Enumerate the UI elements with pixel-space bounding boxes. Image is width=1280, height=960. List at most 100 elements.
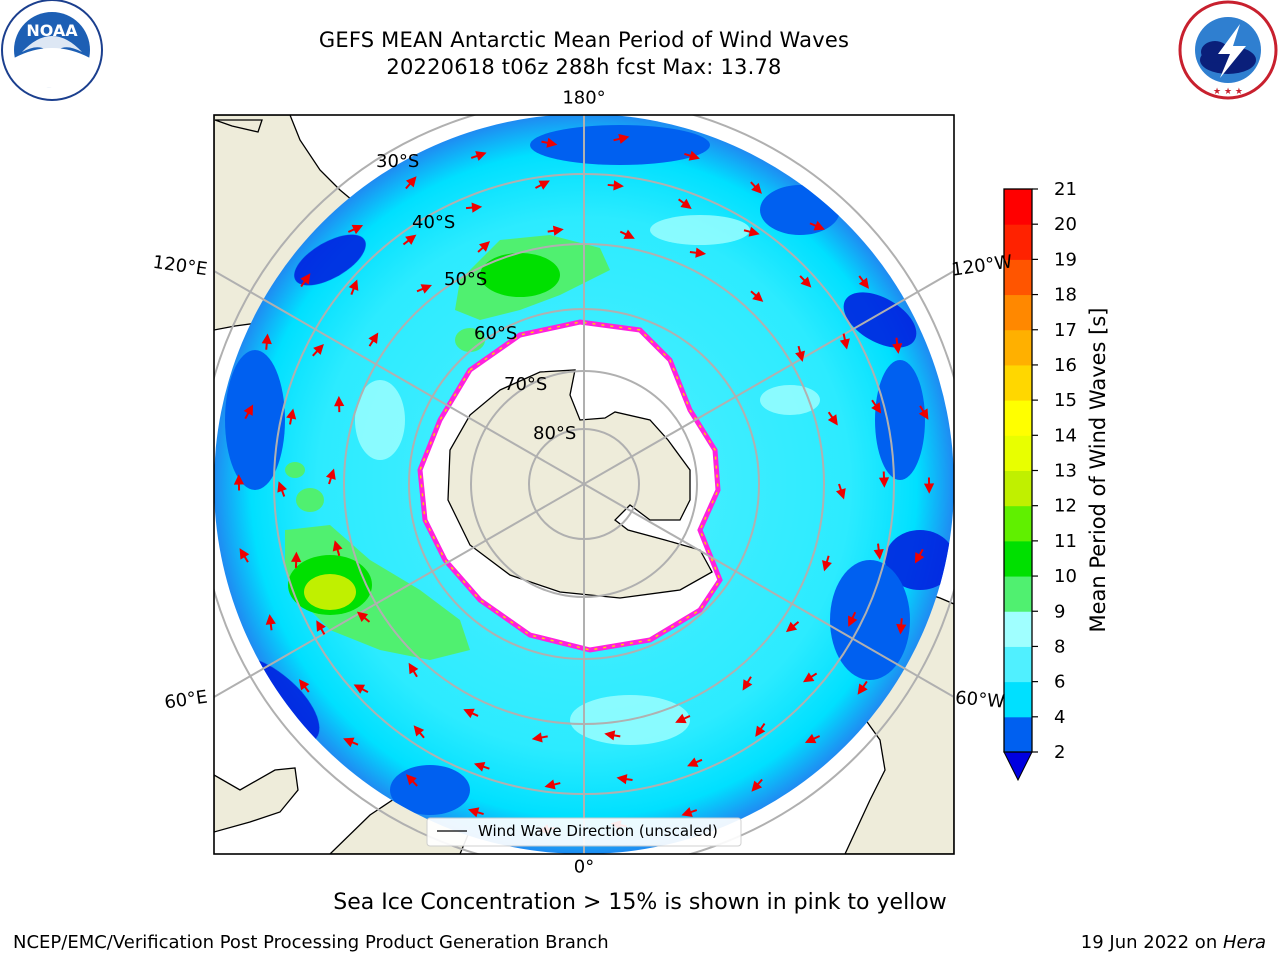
plot-title: GEFS MEAN Antarctic Mean Period of Wind … (318, 28, 850, 52)
wave-direction-arrow (277, 481, 287, 497)
wave-direction-arrow (541, 137, 558, 148)
wave-direction-arrow (239, 548, 250, 563)
colorbar-bin (1004, 681, 1032, 718)
wave-direction-arrow (316, 620, 326, 635)
wave-direction-arrow (334, 395, 345, 413)
wave-direction-arrow (689, 247, 707, 258)
wave-direction-arrow (858, 275, 870, 289)
wave-direction-arrow (857, 680, 868, 695)
wave-direction-arrow (871, 399, 882, 414)
wave-direction-arrow (265, 614, 276, 631)
wave-direction-arrow (535, 180, 550, 190)
colorbar-ticks: 2 4 6 8 9 10 11 12 13 14 15 16 17 18 19 20 21 (1032, 179, 1077, 763)
colorbar-bin (1004, 329, 1032, 366)
wave-direction-arrow (233, 474, 245, 491)
long-period-region-pacific (455, 235, 610, 352)
wave-direction-arrow (839, 333, 850, 350)
wave-direction-arrow (604, 730, 621, 741)
wave-direction-arrow (681, 807, 698, 817)
wave-direction-arrow (827, 411, 838, 426)
wave-direction-arrow (848, 611, 858, 627)
wave-direction-arrow (803, 672, 818, 683)
colorbar-tick-label: 13 (1054, 461, 1077, 482)
wave-direction-arrow (402, 234, 417, 246)
wave-direction-arrow (822, 555, 832, 572)
wave-direction-arrow (531, 732, 548, 743)
wave-direction-arrow (678, 198, 692, 209)
footer-credit: NCEP/EMC/Verification Post Processing Pr… (13, 932, 609, 953)
lat-label-50s: 50°S (444, 269, 488, 290)
wave-direction-arrow (684, 150, 700, 161)
colorbar-bin (1004, 716, 1032, 753)
colorbar-bin (1004, 540, 1032, 577)
colorbar-tick-label: 17 (1054, 320, 1077, 341)
colorbar-tick-label: 8 (1054, 636, 1065, 657)
colorbar-tick-label: 21 (1054, 179, 1077, 200)
wave-direction-arrow (750, 290, 764, 302)
wave-direction-arrow (914, 548, 925, 564)
wave-direction-arrow (463, 708, 479, 719)
colorbar-tick-label: 10 (1054, 566, 1077, 587)
wave-direction-arrow (405, 176, 417, 190)
colorbar-tick-label: 16 (1054, 355, 1077, 376)
lat-label-70s: 70°S (504, 374, 548, 395)
colorbar-bin (1004, 435, 1032, 471)
wave-direction-arrow (356, 611, 371, 623)
colorbar-tick-label: 6 (1054, 672, 1065, 693)
colorbar: 2 4 6 8 9 10 11 12 13 14 15 16 17 18 19 20 21 (1003, 179, 1077, 782)
wave-direction-arrow (332, 540, 343, 557)
colorbar-bins (1004, 189, 1032, 753)
colorbar-label: Mean Period of Wind Waves [s] (1086, 307, 1110, 633)
wave-direction-arrow (298, 679, 310, 693)
colorbar-tick-label: 18 (1054, 285, 1077, 306)
colorbar-tick-label: 12 (1054, 496, 1077, 517)
wave-direction-arrow (312, 343, 324, 357)
colorbar-tick-label: 9 (1054, 601, 1065, 622)
wave-direction-arrow (406, 774, 418, 787)
lat-label-80s: 80°S (533, 423, 577, 444)
noaa-logo: NOAA (1, 0, 103, 101)
footer-timestamp: 19 Jun 2022 on Hera (1081, 932, 1266, 953)
wave-direction-arrow (923, 477, 935, 494)
wave-direction-arrow (408, 662, 419, 678)
colorbar-bin (1004, 611, 1032, 647)
wave-direction-arrow (465, 202, 483, 213)
wave-direction-arrow (809, 220, 825, 231)
wave-direction-arrow (243, 404, 254, 420)
map-plot (213, 114, 955, 855)
wave-direction-arrow (348, 279, 359, 295)
footer-date: 19 Jun 2022 on (1080, 932, 1223, 953)
wave-direction-arrow (347, 224, 364, 235)
lon-label-0: 0° (573, 856, 595, 878)
long-period-region-indian (285, 462, 470, 660)
lat-label-60s: 60°S (474, 323, 518, 344)
wave-direction-arrow (873, 543, 884, 560)
wave-direction-arrow (675, 713, 691, 724)
wave-direction-arrow (918, 405, 929, 420)
colorbar-tick-label: 19 (1054, 249, 1077, 270)
wave-direction-arrow (416, 284, 432, 294)
colorbar-bin (1004, 576, 1032, 612)
wave-direction-arrow (547, 225, 564, 236)
wave-direction-arrow (804, 733, 821, 744)
colorbar-tick-label: 20 (1054, 214, 1077, 235)
wave-direction-arrow (755, 723, 766, 737)
graticule (214, 115, 954, 854)
colorbar-bin (1004, 364, 1032, 401)
wave-direction-arrow (477, 241, 491, 253)
wave-direction-arrow (616, 774, 633, 785)
wave-direction-arrow (743, 226, 760, 237)
wave-direction-arrow (613, 133, 630, 144)
wave-direction-arrow (750, 181, 762, 194)
legend-label: Wind Wave Direction (unscaled) (478, 822, 718, 840)
wave-direction-arrow (835, 483, 846, 500)
medium-blue-patches (225, 125, 925, 815)
colorbar-bin (1004, 224, 1032, 260)
footer-host: Hera (1222, 932, 1266, 953)
wave-direction-arrow (368, 332, 379, 347)
lon-label-60w: 60°W (954, 687, 1006, 713)
wave-direction-arrow (544, 779, 561, 790)
sea-ice-note: Sea Ice Concentration > 15% is shown in … (333, 890, 947, 915)
wave-direction-arrow (878, 471, 890, 488)
